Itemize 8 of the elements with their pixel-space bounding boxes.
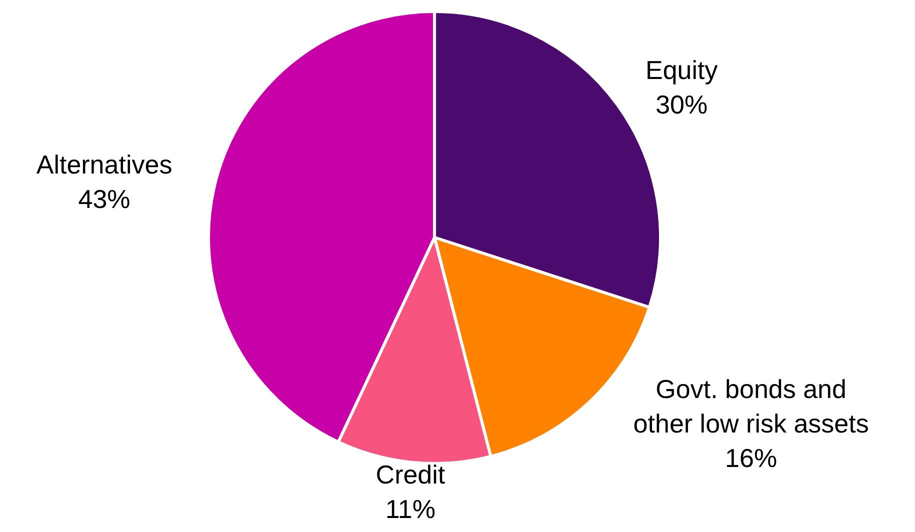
data-label: 30% [656,90,708,120]
slice-label: Govt. bonds and other low risk assets [633,374,869,439]
slice-label: Alternatives [36,150,172,180]
slice-label: Equity [645,55,718,86]
data-label: 11% [385,494,436,524]
slice-label: Credit [376,459,446,490]
data-label: 43% [78,184,130,214]
data-label: 16% [725,443,778,474]
